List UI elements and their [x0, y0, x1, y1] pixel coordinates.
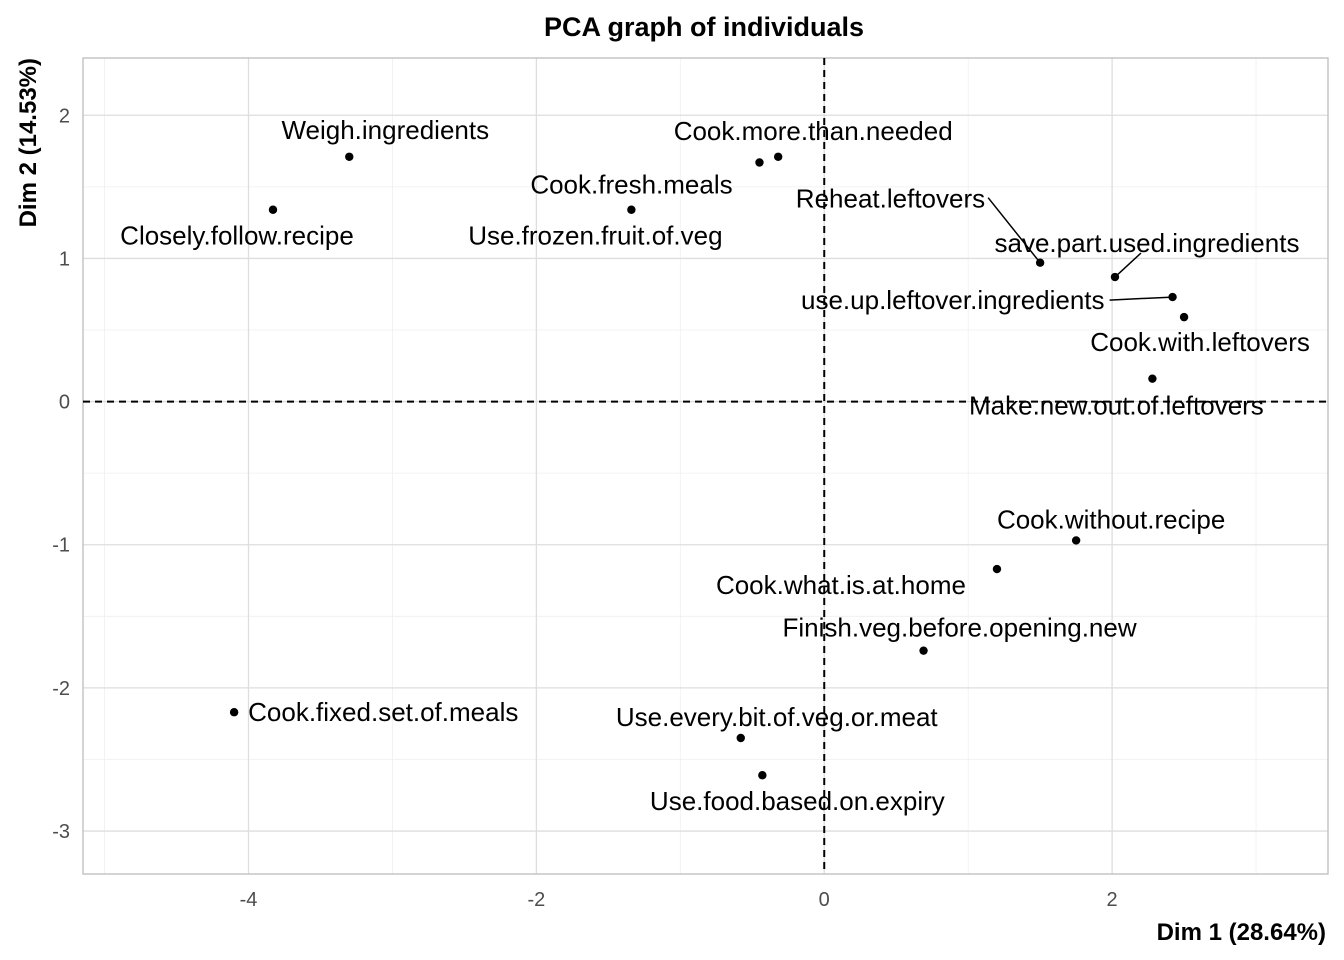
point-label: Cook.more.than.needed — [674, 116, 953, 146]
y-tick-label: -1 — [52, 535, 70, 557]
point-label: Use.frozen.fruit.of.veg — [468, 221, 722, 251]
point-label: Weigh.ingredients — [281, 115, 489, 145]
x-tick-label: 0 — [819, 889, 830, 911]
panel-border — [82, 57, 1329, 875]
x-tick-label: -4 — [240, 889, 258, 911]
data-point — [345, 152, 354, 161]
label-leader-line — [1109, 296, 1173, 301]
data-point — [268, 205, 278, 214]
data-point — [755, 158, 764, 167]
point-label: Cook.without.recipe — [997, 504, 1225, 534]
label-leader-line — [987, 197, 1041, 264]
data-point — [1179, 312, 1189, 322]
x-tick-label: -2 — [527, 889, 545, 911]
points — [229, 152, 1189, 780]
data-point — [1110, 272, 1120, 282]
point-label: Cook.what.is.at.home — [716, 570, 966, 600]
tick-labels: -4 -2 0 2 -3 -2 -1 0 1 2 — [52, 105, 1117, 911]
point-label: Use.food.based.on.expiry — [650, 786, 945, 816]
point-label: Closely.follow.recipe — [120, 221, 354, 251]
label-leader-line — [1114, 252, 1142, 278]
point-label: Cook.fresh.meals — [530, 170, 732, 200]
chart-title: PCA graph of individuals — [544, 12, 864, 42]
y-tick-label: -3 — [52, 821, 70, 843]
x-tick-label: 2 — [1107, 889, 1118, 911]
x-axis-title: Dim 1 (28.64%) — [1157, 919, 1326, 946]
point-label: Cook.fixed.set.of.meals — [248, 697, 518, 727]
data-point — [229, 708, 239, 717]
data-point — [758, 771, 767, 780]
y-axis-title: Dim 2 (14.53%) — [15, 58, 42, 227]
y-tick-label: 0 — [59, 392, 70, 414]
point-label: save.part.used.ingredients — [994, 228, 1299, 258]
point-label: Finish.veg.before.opening.new — [782, 613, 1136, 643]
point-label: use.up.leftover.ingredients — [801, 285, 1105, 315]
point-label: Make.new.out.of.leftovers — [969, 391, 1264, 421]
data-point — [1168, 292, 1177, 302]
y-tick-label: 1 — [59, 248, 70, 270]
data-point — [627, 205, 636, 214]
data-point — [919, 646, 928, 655]
label-leaders — [987, 197, 1173, 301]
y-tick-label: -2 — [52, 678, 70, 700]
data-point — [1071, 536, 1081, 545]
point-label: Reheat.leftovers — [796, 184, 985, 214]
data-point — [773, 152, 783, 161]
point-label: Cook.with.leftovers — [1090, 327, 1310, 357]
y-tick-label: 2 — [59, 105, 70, 127]
data-point — [992, 564, 1002, 574]
data-point — [736, 733, 745, 743]
point-labels: Weigh.ingredients Closely.follow.recipe Co… — [120, 115, 1310, 816]
reference-lines — [83, 58, 1328, 874]
data-point — [1148, 374, 1157, 383]
point-label: Use.every.bit.of.veg.or.meat — [616, 702, 939, 732]
data-point — [1035, 258, 1045, 267]
